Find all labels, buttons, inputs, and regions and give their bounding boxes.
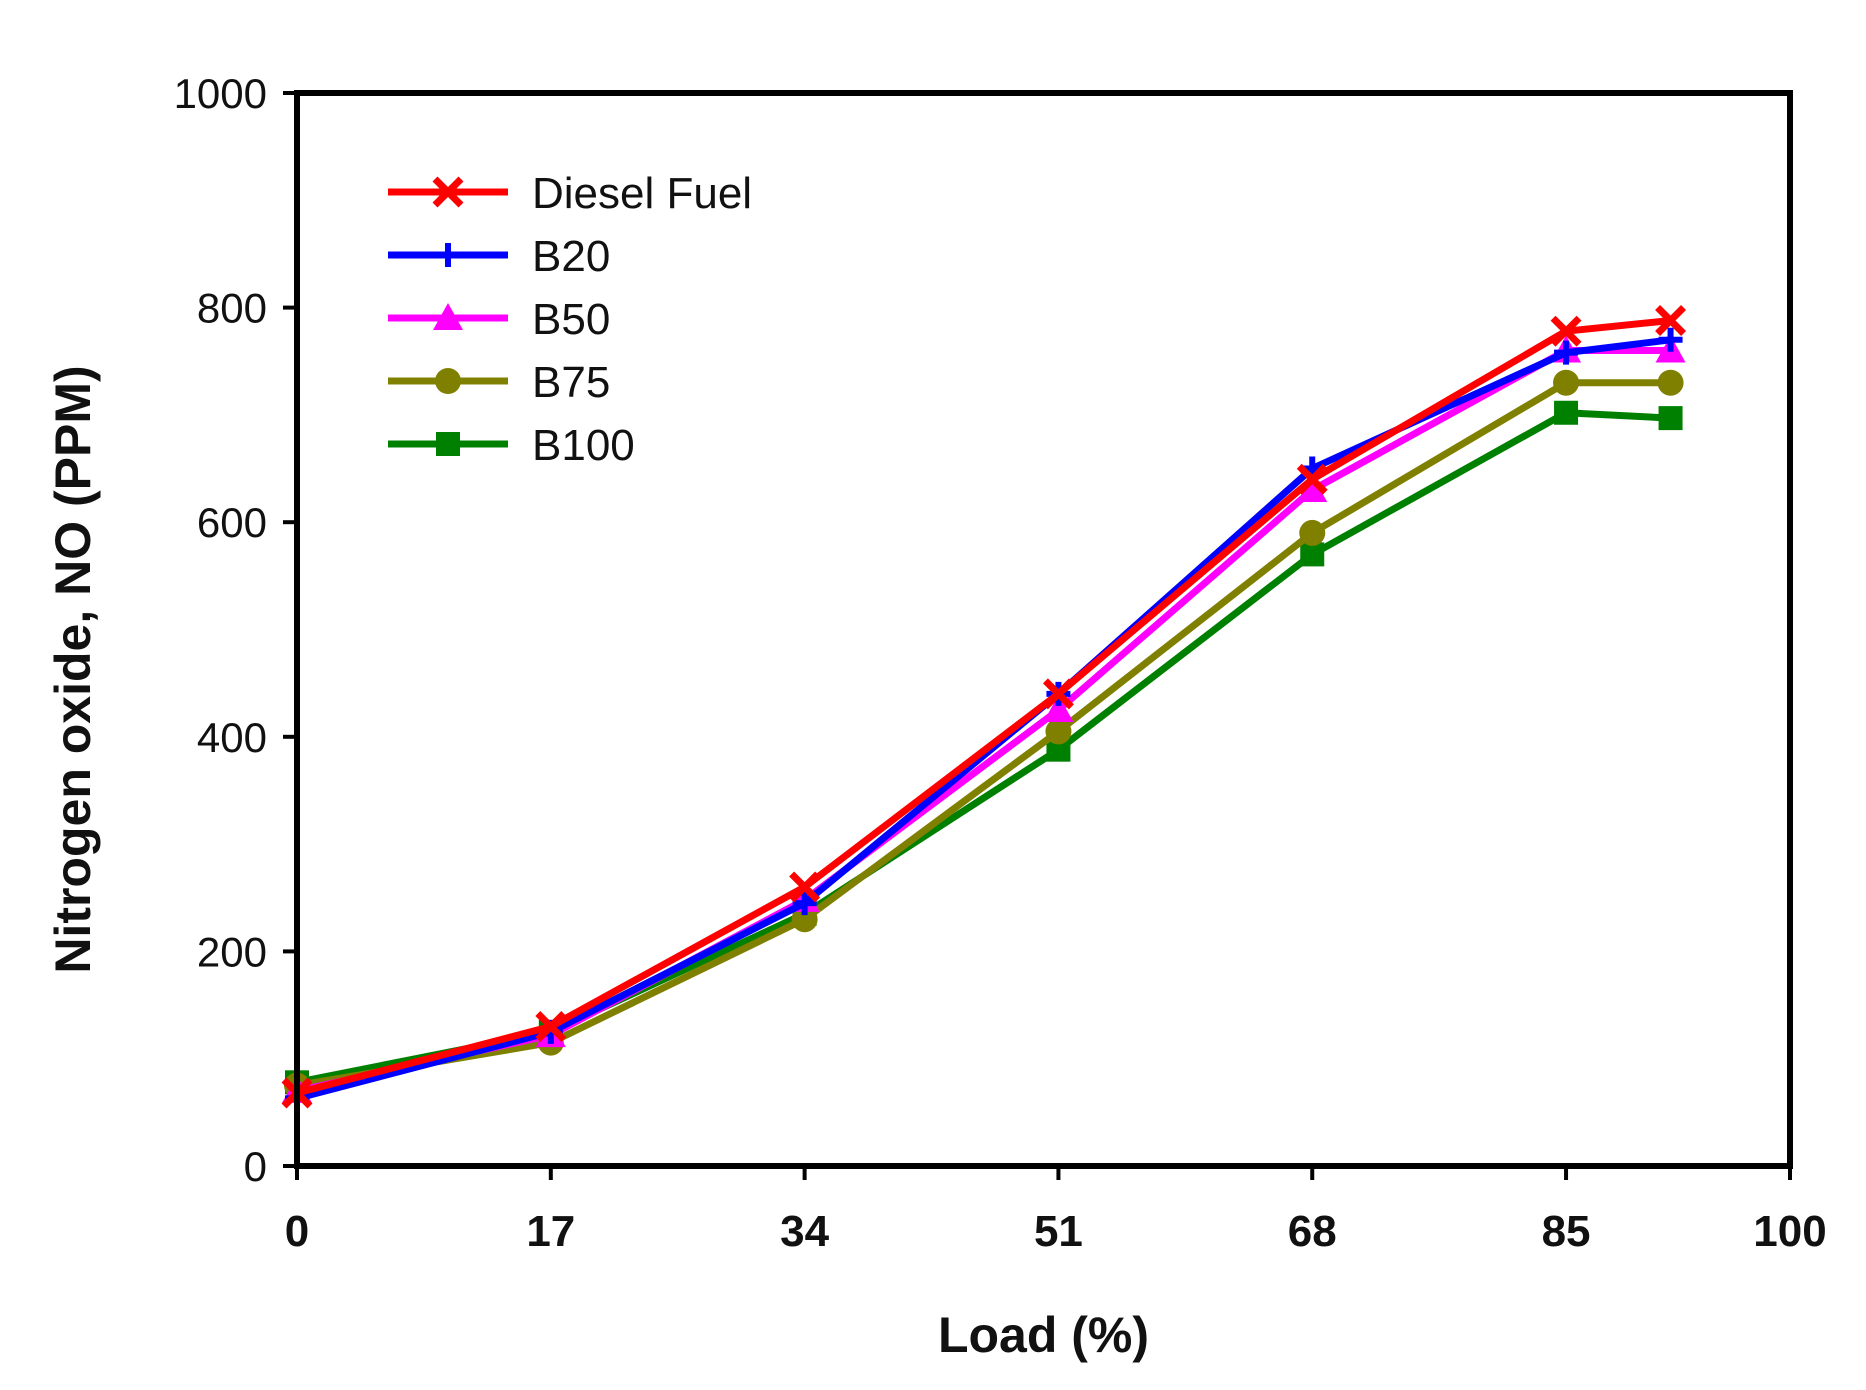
legend-item-b100: B100 <box>388 421 635 470</box>
x-tick-label: 100 <box>1753 1207 1826 1256</box>
data-point-b100 <box>1300 542 1325 567</box>
data-point-diesel-fuel <box>1296 463 1328 495</box>
data-point-b75 <box>1045 718 1072 745</box>
data-point-b100 <box>1658 406 1683 431</box>
y-axis-title: Nitrogen oxide, NO (PPM) <box>45 365 101 973</box>
plot-frame <box>294 90 1793 1169</box>
data-point-b75 <box>1299 519 1326 546</box>
data-point-b75 <box>1657 369 1684 396</box>
legend-marker <box>433 303 463 330</box>
legend-item-b20: B20 <box>388 232 610 281</box>
legend-label: B75 <box>532 358 610 407</box>
legend-marker <box>432 176 464 208</box>
data-point-diesel-fuel <box>535 1011 567 1042</box>
legend-item-b50: B50 <box>388 295 610 344</box>
legend-label: B20 <box>532 232 610 281</box>
data-point-diesel-fuel <box>1550 315 1582 347</box>
data-point-diesel-fuel <box>789 871 821 903</box>
legend-item-b75: B75 <box>388 358 610 407</box>
data-point-b20 <box>1554 340 1579 365</box>
data-point-b50 <box>1043 694 1074 722</box>
legend-label: B100 <box>532 421 635 470</box>
legend-marker <box>436 243 460 267</box>
legend-label: B50 <box>532 295 610 344</box>
plot-marks <box>281 305 1687 1111</box>
y-tick-label: 1000 <box>174 70 267 117</box>
x-tick-label: 51 <box>1034 1207 1083 1256</box>
data-point-b75 <box>791 906 818 933</box>
data-point-b100 <box>1554 400 1579 425</box>
x-tick-label: 34 <box>780 1207 829 1256</box>
data-point-b20 <box>1658 327 1683 352</box>
y-axis: 0 200 400 600 800 1000 <box>174 70 297 1190</box>
data-point-b75 <box>1553 369 1580 396</box>
x-tick-label: 17 <box>526 1207 575 1256</box>
y-tick-label: 0 <box>244 1143 267 1190</box>
data-point-diesel-fuel <box>1042 678 1074 710</box>
data-point-b20 <box>792 891 817 916</box>
legend-label: Diesel Fuel <box>532 169 752 218</box>
x-tick-label: 85 <box>1542 1207 1591 1256</box>
data-point-b50 <box>1297 475 1328 503</box>
y-tick-label: 600 <box>197 499 267 546</box>
legend: Diesel Fuel B20 B50 B75 B100 <box>388 169 752 470</box>
x-tick-label: 0 <box>285 1207 309 1256</box>
y-tick-label: 400 <box>197 714 267 761</box>
legend-marker <box>436 432 460 456</box>
y-tick-label: 800 <box>197 285 267 332</box>
x-tick-label: 68 <box>1288 1207 1337 1256</box>
legend-item-diesel-fuel: Diesel Fuel <box>388 169 752 218</box>
legend-marker <box>435 368 461 394</box>
data-point-diesel-fuel <box>1655 305 1687 336</box>
y-tick-label: 200 <box>197 928 267 975</box>
x-axis: 0 17 34 51 68 85 100 <box>285 1166 1827 1256</box>
x-axis-title: Load (%) <box>938 1307 1149 1363</box>
